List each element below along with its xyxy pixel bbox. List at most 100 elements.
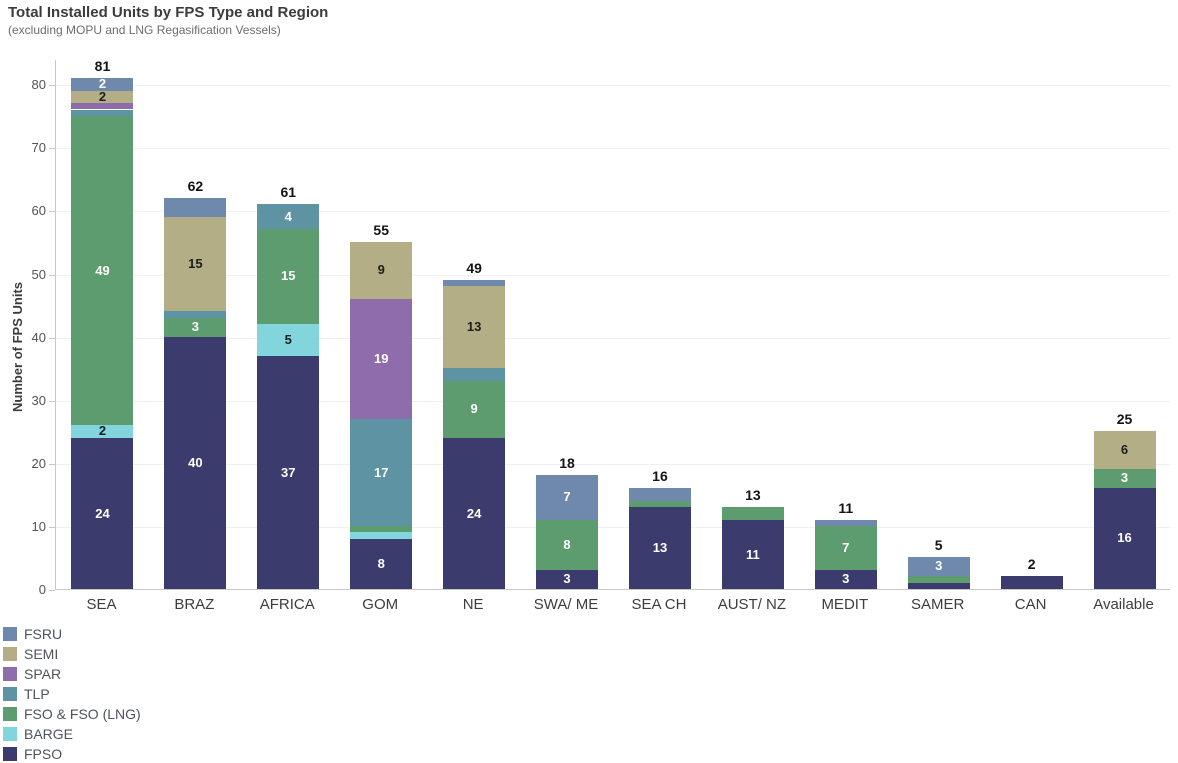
y-tick-mark: [49, 211, 55, 213]
bar-total-label: 81: [94, 57, 111, 74]
legend-label: FPSO: [24, 746, 63, 762]
x-axis-label-samer: SAMER: [911, 596, 965, 613]
bar-segment-tlp[interactable]: [71, 109, 134, 116]
segment-value-label: 9: [377, 261, 385, 277]
bar-segment-fpso[interactable]: 13: [628, 506, 691, 589]
legend-item-semi[interactable]: SEMI: [3, 644, 141, 664]
bar-segment-tlp[interactable]: [164, 311, 227, 318]
y-tick-mark: [49, 337, 55, 339]
x-axis-label-can: CAN: [1014, 596, 1047, 613]
legend-swatch-fpso: [3, 747, 17, 761]
bar-segment-spar[interactable]: 19: [350, 298, 413, 419]
bar-segment-fso-fso-lng[interactable]: [350, 525, 413, 533]
y-tick-label: 60: [31, 203, 46, 219]
bar-segment-semi[interactable]: 6: [1093, 431, 1156, 470]
bar-segment-fso-fso-lng[interactable]: 15: [257, 229, 320, 324]
bar-segment-fpso[interactable]: 40: [164, 336, 227, 589]
legend-swatch-spar: [3, 667, 17, 681]
bar-segment-fpso[interactable]: 8: [350, 538, 413, 589]
bar-segment-semi[interactable]: 13: [443, 286, 506, 369]
y-tick-label: 70: [31, 140, 46, 156]
bar-segment-fpso[interactable]: 16: [1093, 488, 1156, 589]
bar-total-label: 13: [745, 486, 761, 503]
segment-value-label: 13: [652, 539, 668, 555]
bar-segment-fso-fso-lng[interactable]: [628, 500, 691, 507]
legend-item-barge[interactable]: BARGE: [3, 724, 141, 744]
x-axis-label-available: Available: [1093, 596, 1154, 613]
bar-segment-fso-fso-lng[interactable]: 3: [1093, 469, 1156, 489]
legend-swatch-tlp: [3, 687, 17, 701]
bar-segment-fpso[interactable]: 24: [71, 437, 134, 589]
bar-segment-fsru[interactable]: 2: [71, 77, 134, 91]
bar-segment-fpso[interactable]: 11: [721, 519, 784, 589]
bar-segment-fso-fso-lng[interactable]: [721, 507, 784, 520]
segment-value-label: 24: [95, 505, 110, 521]
bar-total-label: 18: [559, 455, 575, 472]
gridline: [56, 526, 1170, 528]
bar-segment-fpso[interactable]: [907, 582, 970, 589]
segment-value-label: 3: [842, 571, 850, 587]
bar-segment-barge[interactable]: 2: [71, 424, 134, 438]
y-tick-label: 40: [31, 329, 46, 345]
gridline: [56, 148, 1170, 150]
bar-segment-tlp[interactable]: 17: [350, 418, 413, 526]
gridline: [56, 337, 1170, 339]
segment-value-label: 2: [98, 77, 107, 91]
y-tick-mark: [49, 274, 55, 276]
legend-item-spar[interactable]: SPAR: [3, 664, 141, 684]
x-axis-label-swa-me: SWA/ ME: [533, 596, 599, 613]
bar-segment-fpso[interactable]: 3: [814, 570, 877, 589]
legend: FSRU SEMI SPAR TLP FSO & FSO (LNG) BARGE FPSO: [3, 624, 141, 763]
bar-segment-semi[interactable]: 2: [71, 90, 134, 104]
bar-segment-fso-fso-lng[interactable]: 49: [71, 115, 134, 425]
segment-value-label: 2: [98, 424, 107, 438]
x-axis-label-africa: AFRICA: [259, 596, 315, 613]
bar-segment-fpso[interactable]: 37: [257, 355, 320, 589]
bar-segment-fsru[interactable]: [443, 279, 506, 287]
bar-segment-fsru[interactable]: [814, 519, 877, 526]
bar-segment-semi[interactable]: 15: [164, 216, 227, 312]
bar-segment-barge[interactable]: 5: [257, 324, 320, 356]
segment-value-label: 6: [1120, 442, 1129, 458]
x-axis-label-medit: MEDIT: [821, 596, 869, 613]
segment-value-label: 40: [188, 454, 203, 470]
legend-swatch-fsru: [3, 627, 17, 641]
legend-item-fpso[interactable]: FPSO: [3, 744, 141, 763]
legend-label: BARGE: [24, 726, 74, 742]
bar-segment-spar[interactable]: [71, 103, 134, 110]
bar-total-label: 11: [838, 499, 854, 516]
gridline: [56, 400, 1170, 402]
bar-segment-fsru[interactable]: [164, 197, 227, 217]
legend-label: SPAR: [24, 666, 62, 682]
bar-segment-fpso[interactable]: [1000, 576, 1063, 589]
segment-value-label: 3: [191, 318, 199, 334]
x-axis-label-sea: SEA: [86, 596, 117, 613]
legend-item-tlp[interactable]: TLP: [3, 684, 141, 704]
y-tick-mark: [49, 463, 55, 465]
bar-total-label: 62: [187, 177, 204, 194]
segment-value-label: 17: [373, 464, 389, 480]
y-tick-label: 20: [31, 455, 46, 471]
bar-segment-fso-fso-lng[interactable]: 8: [536, 519, 599, 571]
bar-segment-fsru[interactable]: 7: [536, 475, 599, 520]
legend-label: FSRU: [24, 626, 63, 642]
bar-segment-barge[interactable]: [350, 532, 413, 539]
bar-segment-fso-fso-lng[interactable]: 3: [164, 317, 227, 337]
bar-segment-tlp[interactable]: [443, 368, 506, 381]
bar-segment-fso-fso-lng[interactable]: 7: [814, 525, 877, 571]
bar-segment-fsru[interactable]: 3: [907, 557, 970, 577]
bar-segment-fpso[interactable]: 3: [536, 570, 599, 589]
y-tick-label: 10: [31, 518, 46, 534]
bar-segment-tlp[interactable]: 4: [257, 204, 320, 230]
legend-item-fso-fso-lng[interactable]: FSO & FSO (LNG): [3, 704, 141, 724]
gridline: [56, 463, 1170, 465]
bar-total-label: 5: [934, 537, 943, 554]
bar-segment-fso-fso-lng[interactable]: [907, 576, 970, 583]
y-tick-label: 0: [38, 582, 46, 597]
bar-segment-semi[interactable]: 9: [350, 241, 413, 299]
bar-segment-fso-fso-lng[interactable]: 9: [443, 380, 506, 438]
legend-item-fsru[interactable]: FSRU: [3, 624, 141, 644]
bar-segment-fsru[interactable]: [628, 488, 691, 501]
bar-segment-fpso[interactable]: 24: [443, 437, 506, 589]
